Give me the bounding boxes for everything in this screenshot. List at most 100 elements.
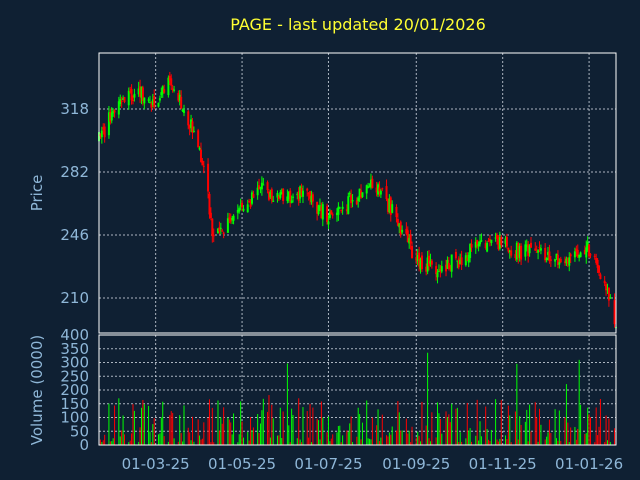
candle-body bbox=[378, 187, 381, 192]
candle-body bbox=[585, 247, 588, 258]
candle-body bbox=[379, 190, 382, 195]
price-tick-label: 210 bbox=[60, 289, 89, 307]
candle-body bbox=[459, 259, 462, 265]
candle-body bbox=[131, 99, 134, 101]
candle-body bbox=[520, 245, 523, 260]
candle-body bbox=[565, 258, 568, 264]
candle-body bbox=[437, 270, 440, 272]
price-candles bbox=[98, 71, 617, 331]
candle-body bbox=[130, 88, 133, 101]
candle-body bbox=[514, 254, 517, 258]
candle-body bbox=[375, 187, 378, 193]
candle-body bbox=[596, 259, 599, 268]
volume-tick-label: 50 bbox=[70, 422, 89, 440]
candle-body bbox=[306, 188, 309, 191]
candle-body bbox=[297, 191, 300, 201]
candle-body bbox=[266, 182, 269, 190]
candle-body bbox=[282, 188, 285, 201]
candle-body bbox=[327, 221, 330, 225]
candle-body bbox=[391, 204, 394, 213]
candle-body bbox=[211, 218, 214, 237]
candle-body bbox=[143, 97, 146, 104]
candle-body bbox=[454, 251, 457, 259]
candle-body bbox=[309, 191, 312, 199]
candle-body bbox=[158, 98, 161, 101]
candle-body bbox=[260, 182, 263, 190]
candle-body bbox=[525, 244, 528, 248]
candle-body bbox=[109, 111, 112, 122]
candle-body bbox=[279, 192, 282, 198]
candle-body bbox=[340, 209, 343, 212]
candle-body bbox=[415, 257, 418, 261]
x-tick-label: 01-09-25 bbox=[382, 455, 450, 473]
candle-body bbox=[537, 250, 540, 253]
candle-body bbox=[330, 210, 333, 215]
candle-body bbox=[555, 253, 558, 259]
candle-body bbox=[167, 77, 170, 96]
candle-body bbox=[548, 251, 551, 262]
candle-body bbox=[286, 196, 289, 201]
candle-body bbox=[386, 198, 389, 212]
candle-body bbox=[170, 78, 173, 86]
candle-body bbox=[321, 204, 324, 220]
price-tick-label: 318 bbox=[60, 100, 89, 118]
price-axis-label: Price bbox=[28, 175, 46, 212]
x-tick-label: 01-01-26 bbox=[555, 455, 623, 473]
candle-body bbox=[515, 242, 518, 260]
candle-body bbox=[558, 262, 561, 265]
candle-body bbox=[589, 254, 592, 256]
candle-body bbox=[477, 243, 480, 247]
candle-body bbox=[576, 249, 579, 257]
candle-body bbox=[528, 245, 531, 254]
candle-body bbox=[171, 88, 174, 91]
candle-body bbox=[289, 190, 292, 202]
volume-tick-label: 300 bbox=[60, 354, 89, 372]
candle-body bbox=[192, 130, 195, 132]
candle-body bbox=[307, 192, 310, 195]
candle-body bbox=[256, 187, 259, 196]
candle-body bbox=[113, 110, 116, 113]
candle-body bbox=[209, 212, 212, 219]
candle-body bbox=[578, 254, 581, 258]
candle-body bbox=[609, 297, 612, 299]
candle-body bbox=[487, 240, 490, 242]
candle-body bbox=[117, 101, 120, 115]
candle-body bbox=[406, 230, 409, 243]
candle-body bbox=[122, 98, 125, 100]
candle-body bbox=[198, 147, 201, 150]
candle-body bbox=[411, 246, 414, 259]
candle-body bbox=[518, 245, 521, 258]
candle-body bbox=[544, 247, 547, 261]
candle-body bbox=[464, 255, 467, 266]
candle-body bbox=[568, 257, 571, 266]
chart-title: PAGE - last updated 20/01/2026 bbox=[230, 15, 486, 34]
candle-body bbox=[232, 215, 235, 221]
candle-body bbox=[296, 193, 299, 196]
candle-body bbox=[494, 237, 497, 239]
candle-body bbox=[405, 228, 408, 234]
candle-body bbox=[381, 188, 384, 190]
candle-body bbox=[360, 190, 363, 198]
candle-body bbox=[276, 192, 279, 198]
candle-body bbox=[178, 94, 181, 101]
candle-body bbox=[538, 246, 541, 248]
price-y-axis: 210 246 282 318 bbox=[60, 100, 89, 307]
candle-body bbox=[107, 112, 110, 136]
price-tick-label: 282 bbox=[60, 163, 89, 181]
candle-body bbox=[112, 110, 115, 114]
candle-body bbox=[603, 280, 606, 284]
candle-body bbox=[579, 252, 582, 258]
candle-body bbox=[449, 265, 452, 270]
candle-body bbox=[120, 100, 123, 102]
x-tick-label: 01-07-25 bbox=[294, 455, 362, 473]
candle-body bbox=[231, 217, 234, 220]
candle-body bbox=[435, 266, 438, 275]
candle-body bbox=[456, 260, 459, 262]
candle-body bbox=[470, 244, 473, 248]
candle-body bbox=[338, 207, 341, 209]
candle-body bbox=[450, 254, 453, 272]
candle-body bbox=[269, 191, 272, 198]
candle-body bbox=[272, 200, 275, 202]
candle-body bbox=[371, 178, 374, 188]
candle-body bbox=[341, 206, 344, 209]
